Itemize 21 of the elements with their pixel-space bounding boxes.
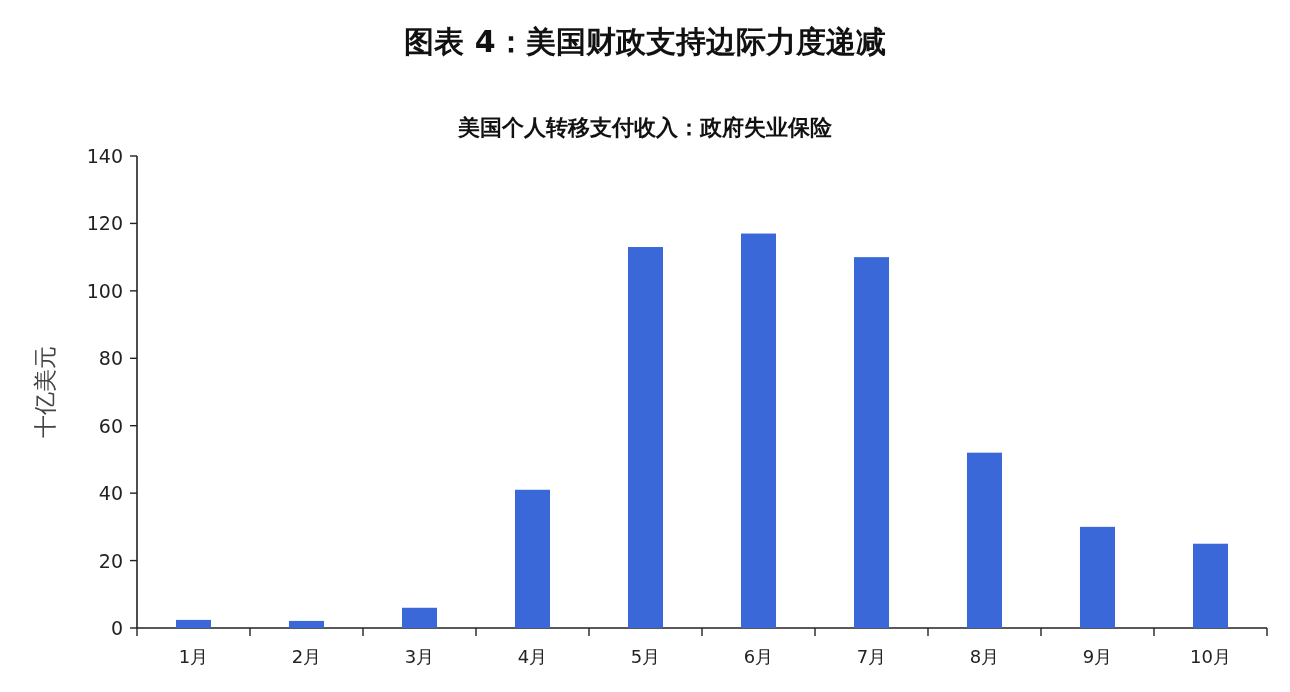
- xtick-label: 5月: [630, 646, 661, 667]
- ytick-label: 140: [86, 145, 123, 167]
- xtick-label: 9月: [1082, 646, 1113, 667]
- ylabel: 十亿美元: [32, 346, 58, 438]
- ytick-label: 120: [86, 212, 123, 235]
- ytick-label: 0: [110, 617, 123, 639]
- ytick-label: 100: [86, 279, 123, 302]
- ytick-label: 20: [98, 549, 123, 572]
- xtick-label: 2月: [291, 646, 322, 667]
- xtick-label: 10月: [1190, 646, 1231, 667]
- ytick-label: 60: [98, 414, 123, 437]
- xtick-label: 3月: [404, 646, 435, 667]
- subtitle: 美国个人转移支付收入：政府失业保险: [458, 115, 832, 140]
- title: 图表 4：美国财政支持边际力度递减: [404, 24, 886, 59]
- ytick-label: 40: [98, 482, 123, 505]
- xtick-label: 1月: [178, 646, 209, 667]
- xtick-label: 4月: [517, 646, 548, 667]
- xtick-label: 8月: [969, 646, 1000, 667]
- xtick-label: 6月: [743, 646, 774, 667]
- ytick-label: 80: [98, 347, 123, 370]
- xtick-label: 7月: [856, 646, 887, 667]
